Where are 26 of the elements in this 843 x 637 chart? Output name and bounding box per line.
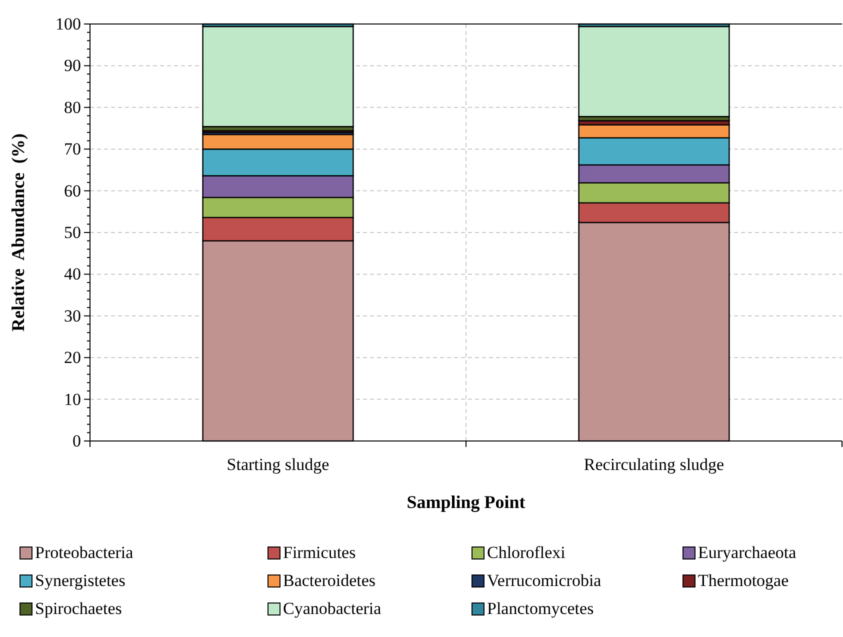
y-tick-label: 0 (72, 431, 81, 450)
legend-label: Synergistetes (35, 571, 126, 590)
y-tick-label: 40 (64, 264, 81, 284)
y-tick-label: 60 (64, 181, 81, 200)
legend-label: Proteobacteria (35, 543, 134, 562)
legend-label: Thermotogae (698, 571, 789, 590)
y-axis-title: Relative Abundance (%) (8, 133, 28, 332)
legend-label: Planctomycetes (487, 599, 594, 618)
x-tick-label: Recirculating sludge (584, 455, 724, 474)
y-tick-label: 30 (64, 306, 81, 326)
legend-label: Verrucomicrobia (487, 571, 602, 590)
y-tick-label: 50 (64, 222, 81, 242)
y-tick-label: 70 (64, 140, 81, 159)
legend-label: Euryarchaeota (698, 543, 797, 562)
y-tick-label: 10 (64, 390, 81, 409)
legend-label: Spirochaetes (35, 599, 122, 618)
x-tick-label: Starting sludge (226, 455, 330, 474)
y-tick-label: 90 (64, 56, 81, 76)
legend-label: Cyanobacteria (283, 599, 382, 618)
legend-label: Bacteroidetes (283, 571, 376, 590)
y-tick-label: 20 (64, 348, 81, 368)
legend-label: Chloroflexi (487, 543, 566, 562)
y-tick-label: 80 (64, 98, 81, 117)
y-tick-label: 100 (56, 14, 81, 34)
x-axis-title: Sampling Point (406, 492, 526, 512)
legend-label: Firmicutes (283, 543, 356, 562)
